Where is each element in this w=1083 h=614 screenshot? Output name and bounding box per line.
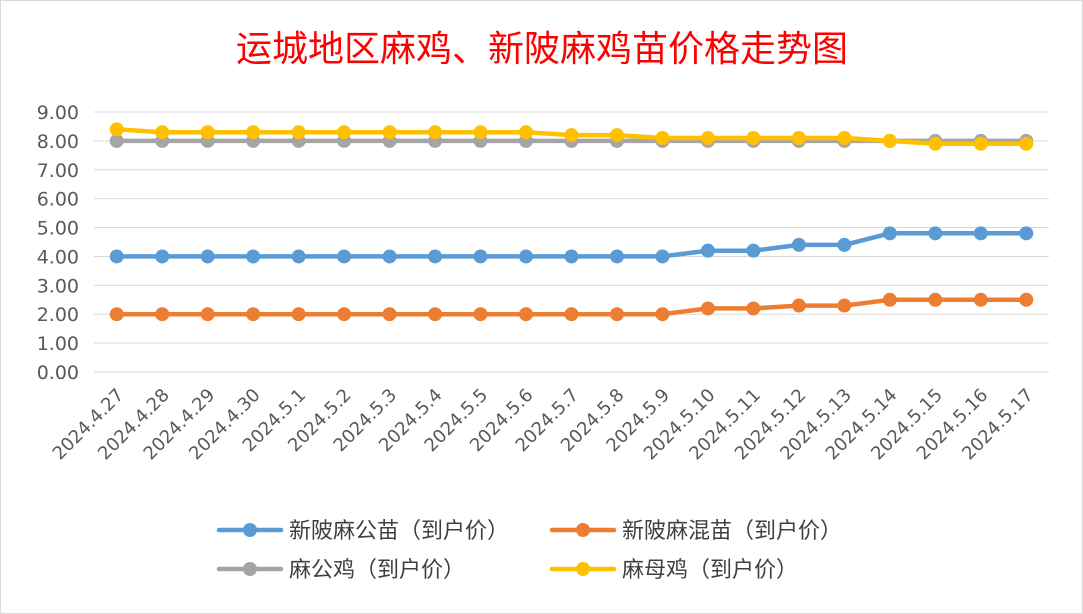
x-axis-ticks: 2024.4.272024.4.282024.4.292024.4.302024… [49,385,1038,465]
data-point [519,307,534,322]
chart-title: 运城地区麻鸡、新陂麻鸡苗价格走势图 [236,29,848,70]
legend-item: 麻公鸡（到户价） [216,558,465,583]
y-tick-label: 6.00 [37,189,79,211]
data-point [928,136,943,151]
data-point [200,307,215,322]
legend-marker [576,562,590,576]
data-point [473,249,488,264]
gridlines [94,111,1049,373]
data-point [837,237,852,252]
legend-label: 麻母鸡（到户价） [622,558,798,583]
data-point [700,131,715,145]
data-point [564,128,579,143]
data-point [337,249,352,264]
y-tick-label: 0.00 [37,362,79,384]
data-point [700,301,715,316]
series-lines [109,122,1034,322]
data-point [882,226,897,241]
data-point [519,249,534,264]
legend-marker [243,562,257,576]
legend-label: 新陂麻混苗（到户价） [622,519,842,544]
series-1 [109,292,1034,322]
data-point [973,226,988,241]
data-point [1019,136,1034,151]
data-point [746,131,761,145]
legend-label: 新陂麻公苗（到户价） [289,519,509,544]
legend-marker [243,523,257,537]
data-point [564,249,579,264]
y-axis-ticks: 0.00 1.00 2.00 3.00 4.00 5.00 6.00 7.00 8.00 9.00 [37,102,79,384]
data-point [791,237,806,252]
data-point [109,133,124,148]
y-tick-label: 5.00 [37,218,79,240]
data-point [428,125,443,140]
data-point [291,249,306,264]
y-tick-label: 9.00 [37,102,79,124]
data-point [246,249,261,264]
series-0 [109,226,1034,264]
data-point [609,307,624,322]
legend-item: 麻母鸡（到户价） [549,558,798,583]
data-point [291,125,306,140]
data-point [473,307,488,322]
data-point [882,292,897,307]
y-tick-label: 2.00 [37,304,79,326]
data-point [928,292,943,307]
data-point [109,122,124,137]
legend-marker [576,523,590,537]
data-point [746,301,761,316]
data-point [155,249,170,264]
data-point [246,307,261,322]
y-tick-label: 7.00 [37,160,79,182]
data-point [655,307,670,322]
data-point [337,307,352,322]
data-point [473,125,488,140]
data-point [609,249,624,264]
data-point [428,249,443,264]
legend: 新陂麻公苗（到户价） 新陂麻混苗（到户价） 麻公鸡（到户价） 麻母鸡（到户价） [216,519,842,583]
legend-item: 新陂麻公苗（到户价） [216,519,509,544]
data-point [973,292,988,307]
data-point [746,243,761,258]
data-point [155,125,170,140]
data-point [109,249,124,264]
data-point [109,307,124,322]
data-point [1019,292,1034,307]
data-point [382,307,397,322]
data-point [882,133,897,148]
y-tick-label: 1.00 [37,333,79,355]
data-point [609,128,624,143]
legend-label: 麻公鸡（到户价） [289,558,465,583]
data-point [973,136,988,151]
y-tick-label: 8.00 [37,131,79,153]
y-tick-label: 4.00 [37,246,79,268]
data-point [837,131,852,145]
data-point [246,125,261,140]
data-point [700,243,715,258]
data-point [382,249,397,264]
y-tick-label: 3.00 [37,275,79,297]
data-point [564,307,579,322]
data-point [1019,226,1034,241]
legend-item: 新陂麻混苗（到户价） [549,519,842,544]
series-3 [109,122,1034,151]
data-point [291,307,306,322]
data-point [382,125,397,140]
data-point [655,131,670,145]
data-point [791,131,806,145]
data-point [155,307,170,322]
data-point [928,226,943,241]
data-point [791,298,806,313]
data-point [337,125,352,140]
data-point [837,298,852,313]
data-point [519,125,534,140]
data-point [200,125,215,140]
data-point [428,307,443,322]
data-point [200,249,215,264]
data-point [655,249,670,264]
